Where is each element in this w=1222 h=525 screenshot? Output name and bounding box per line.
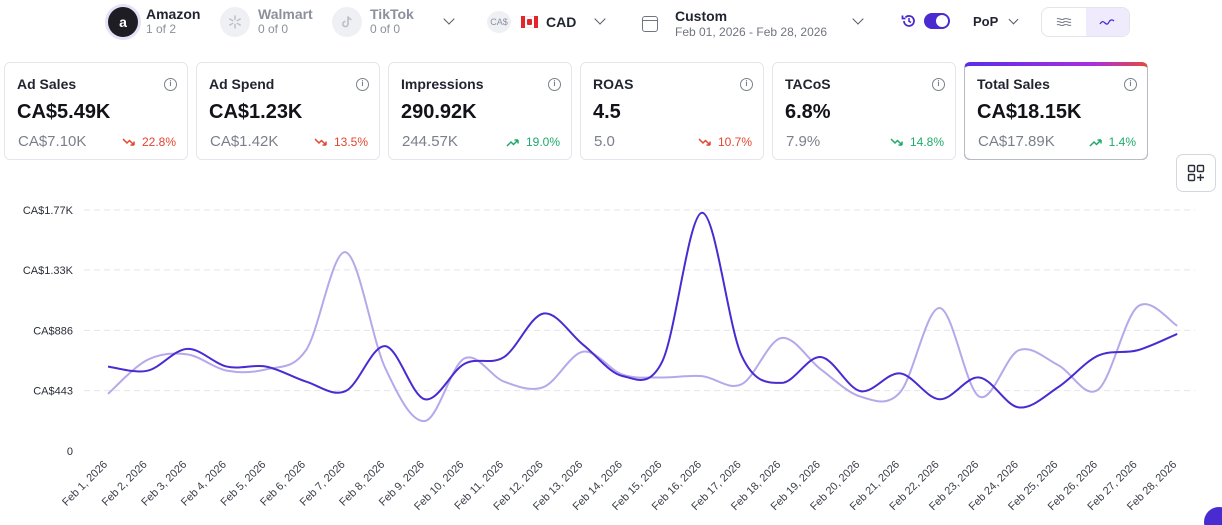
metric-delta-value: 22.8%: [141, 135, 176, 149]
metric-value: 4.5: [593, 101, 621, 123]
single-line-view-button[interactable]: [1085, 8, 1129, 36]
marketplace-tiktok[interactable]: TikTok 0 of 0: [332, 5, 414, 39]
compare-toggle[interactable]: [924, 13, 950, 29]
metric-delta: 22.8%: [122, 135, 176, 149]
date-dropdown-chevron-icon[interactable]: [852, 13, 864, 25]
metric-value: CA$18.15K: [977, 101, 1082, 123]
series-line-previous-period: [107, 251, 1178, 423]
date-range-value: Feb 01, 2026 - Feb 28, 2026: [675, 25, 828, 39]
marketplace-count: 0 of 0: [370, 22, 401, 36]
add-widget-button[interactable]: [1176, 154, 1216, 192]
info-icon[interactable]: i: [932, 78, 945, 91]
marketplace-walmart[interactable]: Walmart 0 of 0: [220, 5, 313, 39]
trend-down-icon: [698, 137, 711, 146]
trend-down-icon: [122, 137, 135, 146]
top-bar: a Amazon 1 of 2 Walmart 0 of 0 TikTok 0 …: [0, 0, 1222, 46]
trend-down-icon: [314, 137, 327, 146]
metric-previous-value: CA$17.89K: [978, 133, 1055, 150]
info-icon[interactable]: i: [548, 78, 561, 91]
currency-dropdown-chevron-icon[interactable]: [594, 13, 606, 25]
info-icon[interactable]: i: [1124, 78, 1137, 91]
chat-launcher-button[interactable]: [1204, 507, 1222, 525]
metric-previous-value: 5.0: [594, 133, 615, 150]
metric-delta-value: 13.5%: [333, 135, 368, 149]
metric-delta-value: 1.4%: [1108, 135, 1136, 149]
metric-delta: 10.7%: [698, 135, 752, 149]
metric-previous-value: 7.9%: [786, 133, 821, 150]
marketplace-amazon[interactable]: a Amazon 1 of 2: [108, 5, 200, 39]
trend-down-icon: [890, 137, 903, 146]
metric-card-tacos[interactable]: TACoS i 6.8% 7.9% 14.8%: [772, 62, 956, 160]
canada-flag-icon: [521, 16, 538, 28]
metric-value: 6.8%: [785, 101, 831, 123]
metric-delta-value: 14.8%: [909, 135, 944, 149]
metric-card-total-sales[interactable]: Total Sales i CA$18.15K CA$17.89K 1.4%: [964, 62, 1148, 160]
marketplace-count: 1 of 2: [146, 22, 177, 36]
y-tick-label: CA$443: [33, 386, 73, 398]
metric-delta: 1.4%: [1089, 135, 1136, 149]
currency-selector[interactable]: CA$ CAD: [487, 11, 576, 33]
wave-lines-icon: [1056, 17, 1072, 27]
metric-title: ROAS: [593, 76, 634, 92]
trend-up-icon: [506, 138, 519, 147]
metric-previous-value: 244.57K: [402, 133, 458, 150]
y-tick-label: 0: [67, 446, 73, 458]
date-range-picker[interactable]: Custom Feb 01, 2026 - Feb 28, 2026: [642, 6, 827, 42]
metric-card-impressions[interactable]: Impressions i 290.92K 244.57K 19.0%: [388, 62, 572, 160]
amazon-logo-icon: a: [108, 7, 138, 37]
metric-delta: 19.0%: [506, 135, 560, 149]
metric-title: Ad Sales: [17, 76, 77, 92]
metric-card-roas[interactable]: ROAS i 4.5 5.0 10.7%: [580, 62, 764, 160]
metric-title: TACoS: [785, 76, 831, 92]
marketplace-name: TikTok: [370, 6, 414, 22]
series-line-current-period: [107, 211, 1178, 409]
y-tick-label: CA$886: [33, 325, 73, 337]
date-range-label: Custom: [675, 8, 728, 24]
y-tick-label: CA$1.33K: [23, 265, 74, 277]
metric-card-ad-sales[interactable]: Ad Sales i CA$5.49K CA$7.10K 22.8%: [4, 62, 188, 160]
info-icon[interactable]: i: [164, 78, 177, 91]
currency-code: CAD: [546, 14, 577, 30]
metric-delta: 14.8%: [890, 135, 944, 149]
metric-title: Total Sales: [977, 76, 1050, 92]
marketplace-name: Amazon: [146, 6, 201, 22]
metric-delta-value: 19.0%: [525, 135, 560, 149]
metric-value: 290.92K: [401, 101, 477, 123]
chart-view-switch: [1041, 7, 1130, 37]
multi-line-view-button[interactable]: [1042, 8, 1086, 36]
metric-previous-value: CA$1.42K: [210, 133, 279, 150]
metric-title: Ad Spend: [209, 76, 275, 92]
marketplace-name: Walmart: [258, 6, 313, 22]
add-widget-icon: [1187, 164, 1205, 182]
history-compare-icon[interactable]: [901, 13, 917, 29]
metric-card-ad-spend[interactable]: Ad Spend i CA$1.23K CA$1.42K 13.5%: [196, 62, 380, 160]
trend-line-icon: [1099, 19, 1115, 25]
walmart-logo-icon: [220, 7, 250, 37]
metric-delta-value: 10.7%: [717, 135, 752, 149]
info-icon[interactable]: i: [740, 78, 753, 91]
info-icon[interactable]: i: [356, 78, 369, 91]
tiktok-logo-icon: [332, 7, 362, 37]
metric-title: Impressions: [401, 76, 484, 92]
calendar-icon: [642, 16, 658, 32]
compare-period-label[interactable]: PoP: [973, 14, 999, 29]
currency-badge: CA$: [487, 11, 511, 33]
metric-previous-value: CA$7.10K: [18, 133, 87, 150]
trend-up-icon: [1089, 138, 1102, 147]
marketplace-dropdown-chevron-icon[interactable]: [443, 13, 455, 25]
y-tick-label: CA$1.77K: [23, 205, 74, 217]
metric-value: CA$5.49K: [17, 101, 111, 123]
marketplace-count: 0 of 0: [258, 22, 289, 36]
metric-delta: 13.5%: [314, 135, 368, 149]
compare-dropdown-chevron-icon[interactable]: [1008, 14, 1019, 25]
metric-value: CA$1.23K: [209, 101, 303, 123]
